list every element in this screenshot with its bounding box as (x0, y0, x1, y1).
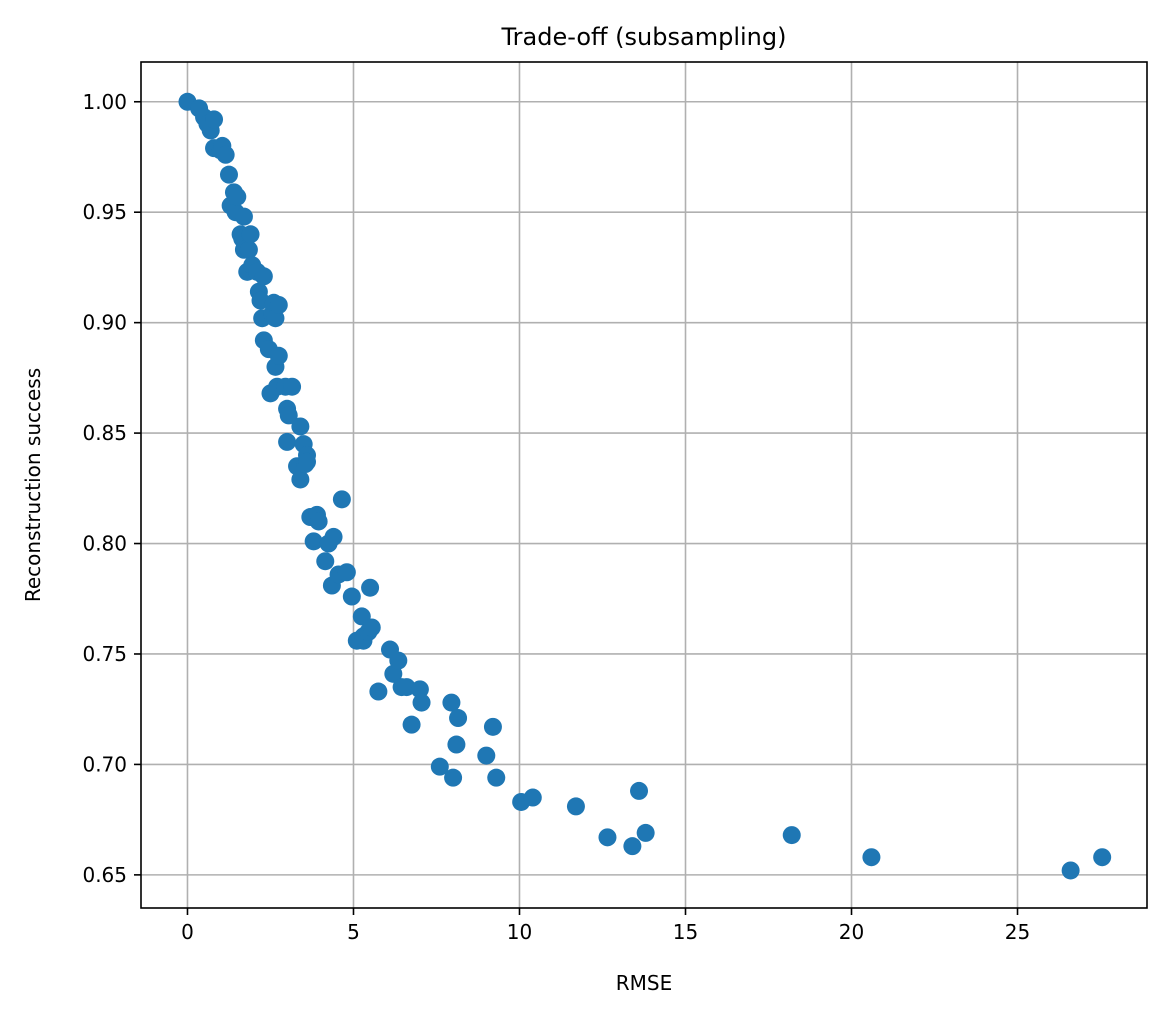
x-axis-label: RMSE (616, 971, 672, 995)
data-point (477, 746, 496, 765)
data-point (636, 823, 655, 842)
data-point (228, 187, 247, 206)
data-point (269, 346, 288, 365)
data-point (279, 406, 298, 425)
y-tick-label: 0.85 (82, 421, 127, 445)
data-point (1061, 861, 1080, 880)
data-point (442, 693, 461, 712)
data-point (219, 165, 238, 184)
data-point (444, 768, 463, 787)
x-tick-label: 25 (1005, 920, 1030, 944)
data-point (324, 527, 343, 546)
data-point (291, 470, 310, 489)
x-tick-label: 20 (839, 920, 864, 944)
data-point (342, 587, 361, 606)
data-point (298, 452, 317, 471)
data-point (389, 651, 408, 670)
plot-frame (140, 61, 1148, 909)
data-point (283, 377, 302, 396)
data-point (449, 709, 468, 728)
data-point (205, 110, 224, 129)
data-point (332, 490, 351, 509)
data-point (487, 768, 506, 787)
data-point (483, 717, 502, 736)
data-point (337, 563, 356, 582)
y-axis-label: Reconstruction success (21, 368, 45, 602)
data-point (362, 618, 381, 637)
data-point (216, 145, 235, 164)
data-point (630, 781, 649, 800)
data-point (251, 291, 270, 310)
x-tick-label: 5 (347, 920, 360, 944)
y-tick-label: 0.70 (82, 752, 127, 776)
y-tick-label: 0.65 (82, 863, 127, 887)
data-point (402, 715, 421, 734)
data-point (316, 552, 335, 571)
data-point (410, 680, 429, 699)
data-point (1093, 848, 1112, 867)
data-point (412, 693, 431, 712)
x-tick-label: 0 (181, 920, 194, 944)
data-point (566, 797, 585, 816)
data-point (234, 207, 253, 226)
data-point (309, 512, 328, 531)
data-point (430, 757, 449, 776)
data-point (239, 240, 258, 259)
y-axis-ticks: 0.65 0.70 0.75 0.80 0.85 0.90 0.95 1.00 (82, 90, 141, 887)
data-points (178, 92, 1112, 880)
data-point (304, 532, 323, 551)
data-point (369, 682, 388, 701)
data-point (241, 225, 260, 244)
data-point (523, 788, 542, 807)
data-point (598, 828, 617, 847)
data-point (782, 826, 801, 845)
data-point (623, 837, 642, 856)
y-tick-label: 0.90 (82, 311, 127, 335)
data-point (862, 848, 881, 867)
y-tick-label: 0.75 (82, 642, 127, 666)
data-point (291, 417, 310, 436)
data-point (447, 735, 466, 754)
x-tick-label: 10 (507, 920, 532, 944)
grid-lines (141, 62, 1147, 908)
y-tick-label: 0.95 (82, 200, 127, 224)
data-point (254, 267, 273, 286)
x-tick-label: 15 (673, 920, 698, 944)
x-axis-ticks: 0 5 10 15 20 25 (181, 908, 1030, 944)
y-tick-label: 0.80 (82, 532, 127, 556)
data-point (397, 678, 416, 697)
chart-title: Trade-off (subsampling) (501, 23, 787, 51)
data-point (278, 432, 297, 451)
data-point (361, 578, 380, 597)
y-tick-label: 1.00 (82, 90, 127, 114)
data-point (269, 295, 288, 314)
